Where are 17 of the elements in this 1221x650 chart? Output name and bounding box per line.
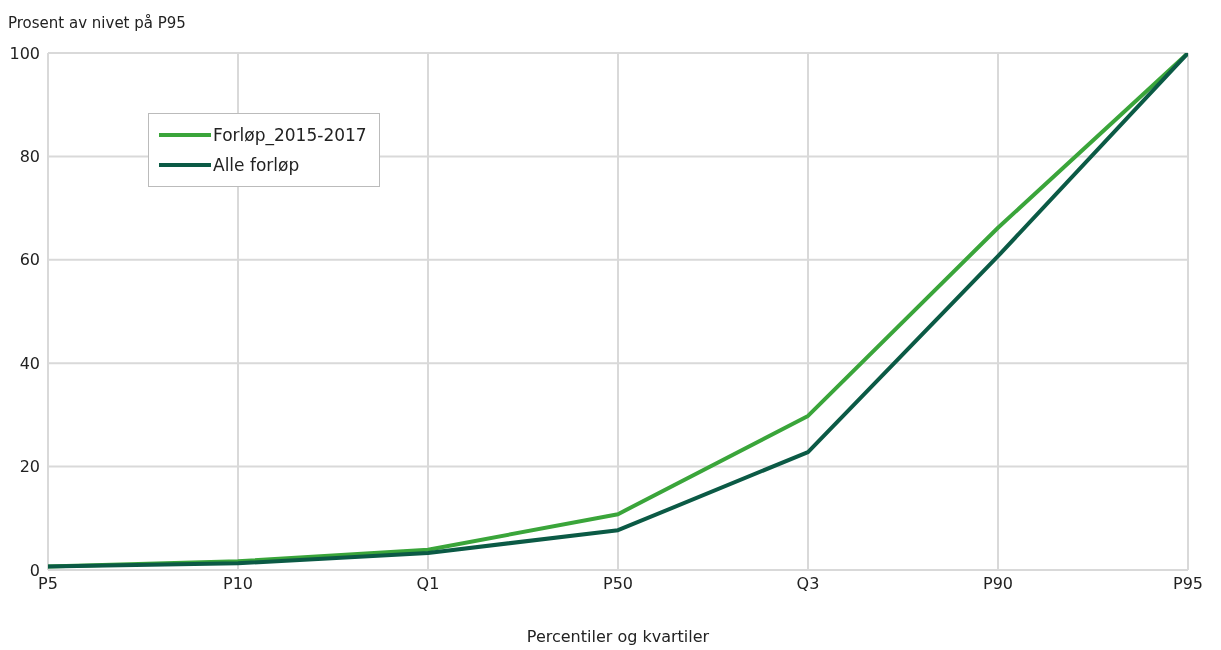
y-tick-label: 100 bbox=[9, 43, 40, 63]
x-tick-label: Q3 bbox=[796, 574, 820, 594]
y-tick-label: 60 bbox=[19, 250, 40, 270]
x-tick-label: P50 bbox=[602, 574, 634, 594]
x-tick-label: P95 bbox=[1172, 574, 1204, 594]
x-axis-title: Percentiler og kvartiler bbox=[526, 627, 710, 646]
legend-label: Alle forløp bbox=[213, 154, 300, 177]
x-tick-label: P90 bbox=[982, 574, 1014, 594]
y-tick-label: 0 bbox=[29, 560, 40, 580]
y-tick-label: 40 bbox=[19, 353, 40, 373]
x-tick-label: Q1 bbox=[416, 574, 440, 594]
y-tick-label: 80 bbox=[19, 147, 40, 167]
y-tick-label: 20 bbox=[19, 457, 40, 477]
x-tick-label: P5 bbox=[38, 574, 58, 594]
x-tick-label: P10 bbox=[222, 574, 254, 594]
y-axis-title: Prosent av nivet på P95 bbox=[8, 13, 187, 34]
legend-label: Forløp_2015-2017 bbox=[213, 124, 367, 148]
